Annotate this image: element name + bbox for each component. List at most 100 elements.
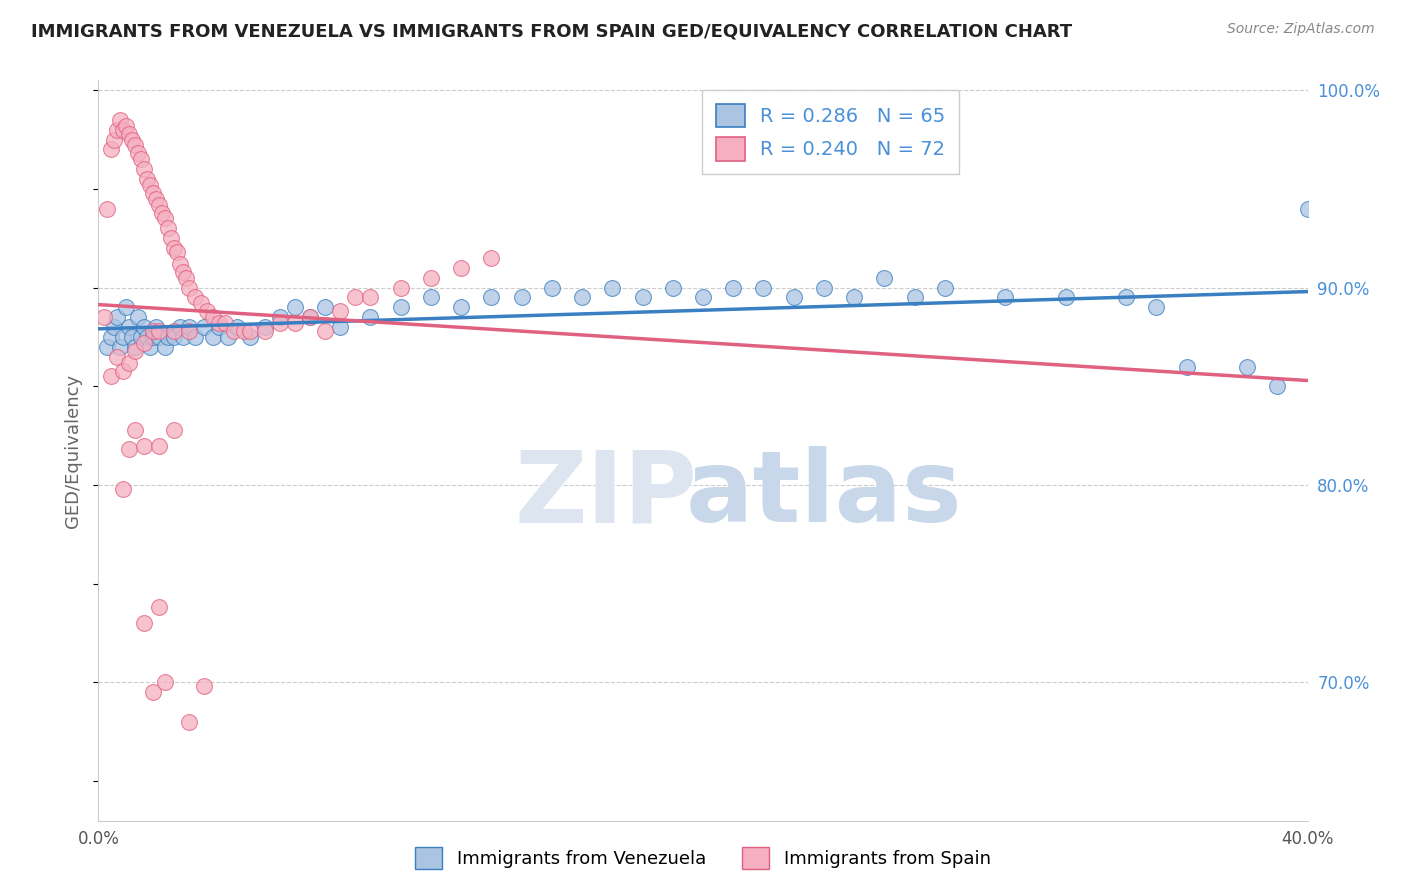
Point (994, 290, 1017, 304)
Point (1267, 379, 1289, 393)
Point (100, 330, 122, 344)
Point (1175, 359, 1198, 374)
Text: atlas: atlas (686, 446, 962, 543)
Point (121, 132, 143, 146)
Point (108, 340, 131, 354)
Point (661, 280, 683, 294)
Point (269, 316, 291, 330)
Point (692, 290, 714, 304)
Point (193, 320, 215, 334)
Point (111, 482, 134, 496)
Point (127, 146, 149, 161)
Point (360, 290, 382, 304)
Point (135, 172, 157, 186)
Point (153, 211, 176, 226)
Point (148, 330, 170, 344)
Point (1115, 290, 1137, 304)
Point (450, 260, 472, 275)
Point (169, 320, 191, 334)
Point (132, 162, 155, 177)
Point (127, 310, 149, 325)
Point (142, 685, 165, 699)
Point (148, 324, 170, 338)
Point (114, 119, 136, 133)
Point (1236, 359, 1258, 374)
Point (145, 192, 167, 206)
Point (202, 310, 225, 325)
Point (150, 205, 173, 219)
Point (156, 330, 179, 344)
Point (172, 330, 194, 344)
Point (142, 330, 165, 344)
Point (100, 369, 122, 384)
Point (163, 423, 186, 437)
Point (420, 270, 443, 285)
Point (1054, 290, 1077, 304)
Point (344, 290, 367, 304)
Point (208, 320, 231, 334)
Point (208, 316, 231, 330)
Point (217, 330, 239, 344)
Point (184, 290, 207, 304)
Point (124, 343, 146, 358)
Point (299, 310, 322, 325)
Point (284, 301, 307, 315)
Point (160, 231, 183, 245)
Point (132, 616, 155, 631)
Point (195, 304, 218, 318)
Point (420, 290, 443, 304)
Point (226, 320, 249, 334)
Point (118, 127, 141, 141)
Point (360, 310, 382, 325)
Point (389, 301, 412, 315)
Point (813, 280, 835, 294)
Point (111, 330, 134, 344)
Point (105, 350, 128, 364)
Point (103, 132, 125, 146)
Text: Source: ZipAtlas.com: Source: ZipAtlas.com (1227, 22, 1375, 37)
Point (179, 324, 201, 338)
Point (145, 320, 167, 334)
Point (121, 330, 143, 344)
Point (190, 296, 212, 310)
Point (450, 301, 472, 315)
Point (224, 324, 246, 338)
Point (631, 290, 654, 304)
Point (934, 280, 956, 294)
Point (139, 340, 162, 354)
Point (163, 324, 186, 338)
Point (124, 423, 146, 437)
Point (163, 330, 186, 344)
Point (873, 270, 896, 285)
Point (723, 280, 745, 294)
Point (844, 290, 866, 304)
Point (111, 122, 134, 136)
Point (166, 245, 188, 260)
Point (100, 142, 122, 156)
Point (114, 301, 136, 315)
Point (510, 290, 533, 304)
Point (904, 290, 927, 304)
Point (129, 153, 152, 167)
Point (179, 320, 201, 334)
Point (179, 280, 201, 294)
Legend: Immigrants from Venezuela, Immigrants from Spain: Immigrants from Venezuela, Immigrants fr… (406, 838, 1000, 879)
Point (172, 265, 194, 279)
Point (142, 186, 165, 200)
Point (1296, 202, 1319, 216)
Point (752, 280, 775, 294)
Point (184, 330, 207, 344)
Point (156, 221, 179, 235)
Point (148, 197, 170, 211)
Point (132, 320, 155, 334)
Point (783, 290, 806, 304)
Point (132, 438, 155, 452)
Point (214, 316, 236, 330)
Point (163, 241, 186, 255)
Point (118, 320, 141, 334)
Point (96, 340, 118, 354)
Point (269, 310, 291, 325)
Text: ZIP: ZIP (515, 446, 697, 543)
Point (124, 138, 146, 153)
Point (239, 330, 262, 344)
